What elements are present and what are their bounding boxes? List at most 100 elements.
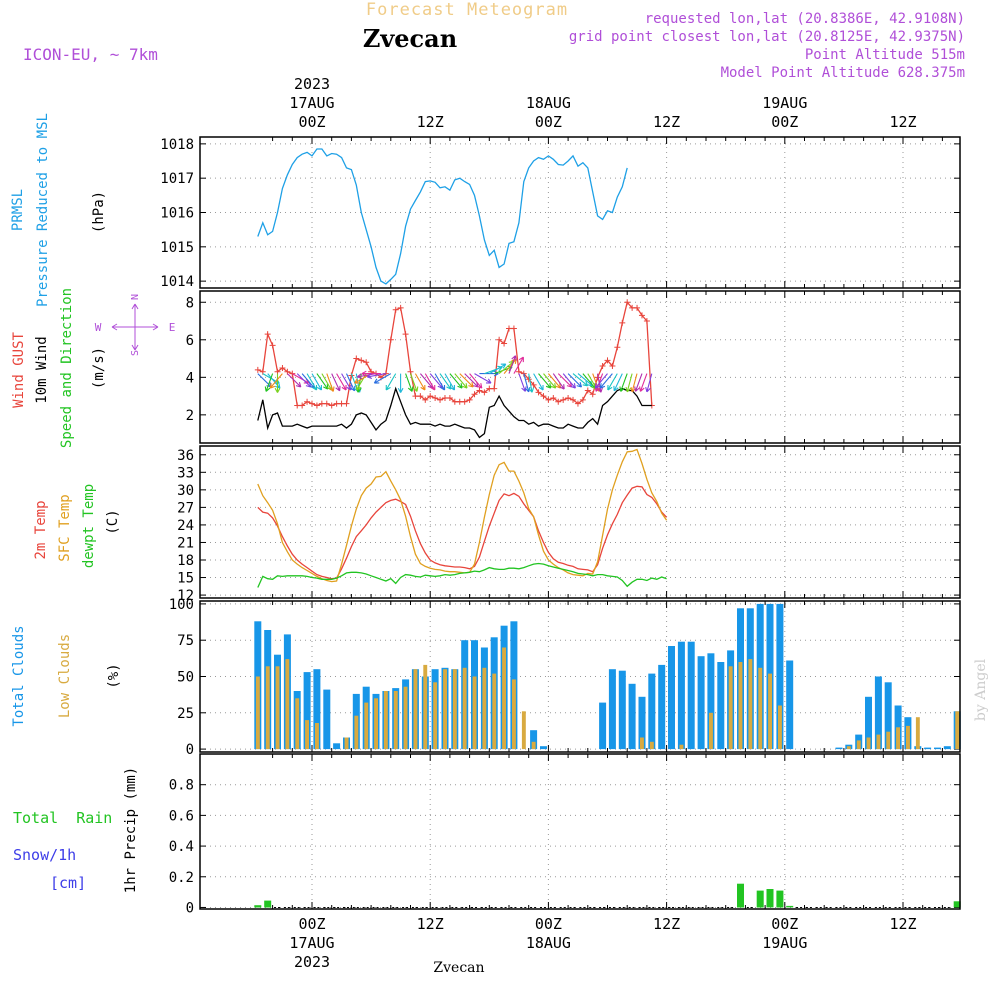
low-clouds-label: Low Clouds bbox=[57, 634, 73, 718]
wind-arrow bbox=[552, 373, 565, 390]
wind-arrow bbox=[311, 373, 323, 391]
pressure-ytick-label: 1016 bbox=[160, 206, 194, 222]
total-bar bbox=[638, 696, 646, 750]
low-bar bbox=[413, 669, 418, 750]
gust-point bbox=[313, 402, 320, 409]
temp-ytick-label: 15 bbox=[177, 571, 194, 587]
gust-line bbox=[257, 300, 653, 407]
wind-arrow bbox=[489, 363, 507, 375]
low-bar bbox=[679, 744, 684, 750]
gust-point bbox=[535, 389, 542, 396]
gust-point bbox=[579, 396, 586, 403]
gust-point bbox=[466, 396, 473, 403]
temp-ytick-label: 21 bbox=[177, 535, 194, 551]
gust-point bbox=[427, 393, 434, 400]
gust-point bbox=[432, 394, 439, 401]
gust-point bbox=[437, 396, 444, 403]
wind-arrow bbox=[543, 373, 557, 389]
bottom-time-label: 00Z bbox=[771, 915, 798, 933]
gust-point bbox=[619, 319, 626, 326]
top-time-label: 2023 bbox=[294, 75, 330, 93]
wind-arrow bbox=[336, 373, 347, 391]
wind-arrow bbox=[409, 373, 419, 392]
cloud-ytick-label: 75 bbox=[177, 633, 194, 649]
total-bar bbox=[599, 702, 607, 750]
low-bar bbox=[403, 686, 408, 750]
gust-point bbox=[481, 389, 488, 396]
gust-point bbox=[560, 396, 567, 403]
wind-arrow bbox=[508, 355, 517, 374]
rain-bar bbox=[264, 900, 272, 908]
gust-point bbox=[343, 400, 350, 407]
low-bar bbox=[649, 741, 654, 750]
gust-label: Wind GUST bbox=[11, 332, 27, 408]
temp-ytick-label: 18 bbox=[177, 553, 194, 569]
compass-north: N bbox=[130, 294, 141, 300]
wind-arrow bbox=[538, 373, 552, 389]
wind-arrow bbox=[444, 373, 456, 391]
gust-point bbox=[545, 396, 552, 403]
wind-arrow bbox=[572, 373, 589, 387]
sfc-line bbox=[257, 448, 668, 583]
low-bar bbox=[452, 669, 457, 750]
temp-ytick-label: 36 bbox=[177, 448, 194, 464]
gust-point bbox=[525, 376, 532, 383]
total-bar bbox=[717, 662, 725, 750]
gust-point bbox=[402, 331, 409, 338]
top-time-label: 19AUG bbox=[762, 94, 807, 112]
total-bar bbox=[658, 664, 666, 750]
total-bar bbox=[628, 683, 636, 750]
gust-point bbox=[501, 340, 508, 347]
wind-arrow bbox=[528, 373, 535, 393]
wind-arrow bbox=[625, 373, 633, 393]
wind-arrow bbox=[331, 373, 341, 392]
gust-point bbox=[471, 391, 478, 398]
temp-ytick-label: 30 bbox=[177, 483, 194, 499]
cloud-ytick-label: 25 bbox=[177, 706, 194, 722]
top-time-label: 00Z bbox=[535, 113, 562, 131]
wind-arrow bbox=[459, 373, 474, 388]
low-bar bbox=[433, 682, 438, 750]
low-bar bbox=[502, 647, 506, 750]
gust-point bbox=[624, 299, 631, 306]
total-bar bbox=[934, 747, 941, 750]
gust-point bbox=[387, 336, 394, 343]
wind-arrow bbox=[449, 373, 463, 389]
wind-arrow bbox=[594, 373, 608, 389]
gust-point bbox=[584, 387, 591, 394]
wind-arrow bbox=[474, 373, 492, 384]
bottom-time-label: 2023 bbox=[294, 953, 330, 971]
gust-point bbox=[565, 394, 572, 401]
temp-ytick-label: 12 bbox=[177, 588, 194, 604]
bottom-time-label: 00Z bbox=[298, 915, 325, 933]
top-time-label: 12Z bbox=[417, 113, 444, 131]
gust-point bbox=[304, 398, 311, 405]
low-bar bbox=[768, 673, 772, 750]
bottom-time-label: 19AUG bbox=[762, 934, 807, 952]
gust-point bbox=[589, 391, 596, 398]
top-time-label: 17AUG bbox=[289, 94, 334, 112]
wind-arrow bbox=[385, 373, 397, 391]
gust-point bbox=[289, 370, 296, 377]
cloud-unit: (%) bbox=[106, 663, 122, 688]
precip-frame bbox=[199, 753, 961, 910]
wind-arrow bbox=[469, 373, 483, 389]
gust-point bbox=[397, 304, 404, 311]
low-bar bbox=[521, 711, 526, 750]
wind-arrow bbox=[264, 373, 274, 392]
wind-arrow bbox=[599, 373, 613, 389]
total-bar bbox=[677, 641, 685, 750]
top-time-label: 00Z bbox=[771, 113, 798, 131]
compass-west: W bbox=[95, 321, 102, 334]
cloud-ytick-label: 0 bbox=[186, 742, 194, 758]
station-title: Zvecan bbox=[363, 24, 457, 53]
gust-point bbox=[638, 312, 645, 319]
temp-frame bbox=[199, 445, 961, 599]
total-bar bbox=[835, 747, 843, 750]
bottom-time-label: 00Z bbox=[535, 915, 562, 933]
low-bar bbox=[738, 662, 743, 750]
wind-arrow bbox=[434, 373, 446, 391]
low-bar bbox=[876, 734, 881, 750]
low-bar bbox=[915, 717, 920, 750]
